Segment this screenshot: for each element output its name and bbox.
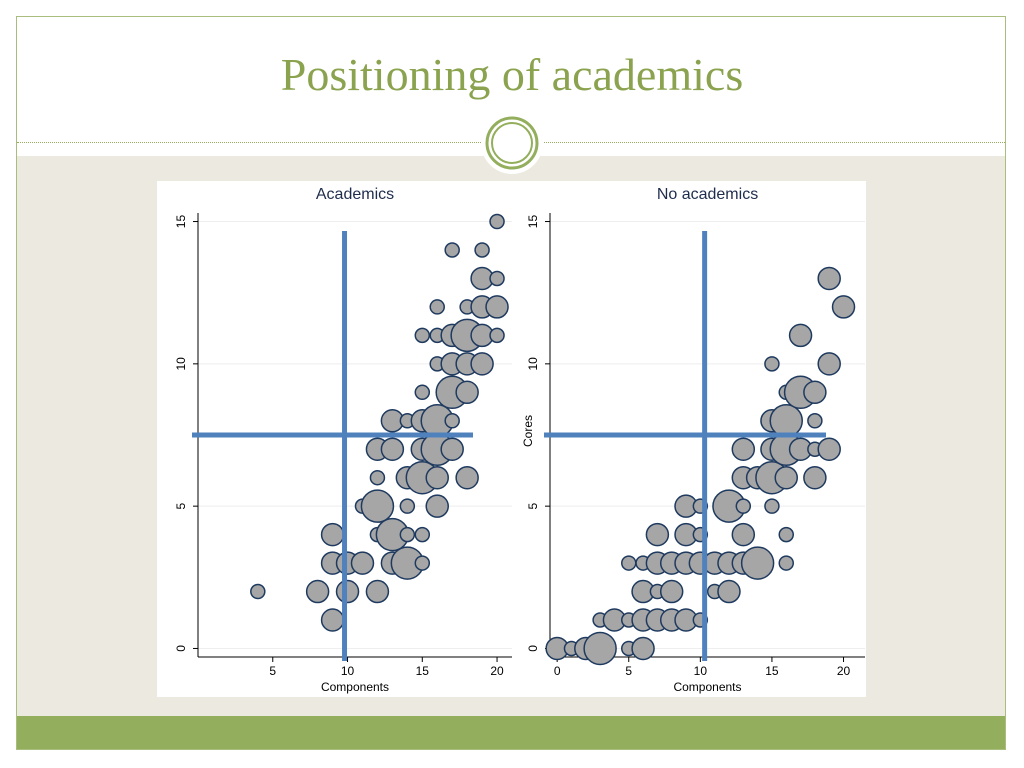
scatter-point — [731, 437, 756, 461]
scatter-point — [717, 579, 741, 604]
scatter-point — [764, 356, 780, 372]
y-tick-label: 10 — [526, 357, 540, 371]
scatter-point — [414, 526, 431, 543]
scatter-point — [335, 579, 360, 604]
scatter-charts: 0 5 10 15 5 10 15 20 Academics Components Cores 0 5 1… — [174, 186, 865, 694]
scatter-point — [807, 413, 823, 429]
scatter-point — [470, 352, 494, 376]
x-axis-label: Components — [321, 680, 389, 694]
scatter-point — [474, 242, 490, 258]
scatter-point — [769, 404, 803, 438]
scatter-point — [621, 555, 637, 571]
scatter-point — [425, 465, 449, 490]
scatter-point — [399, 526, 416, 543]
y-tick-label: 15 — [526, 215, 540, 229]
x-tick-label: 5 — [269, 664, 276, 678]
scatter-point — [631, 636, 655, 661]
scatter-point — [365, 579, 390, 604]
x-tick-label: 20 — [837, 664, 851, 678]
scatter-point — [764, 498, 780, 514]
y-tick-label: 0 — [174, 645, 188, 652]
scatter-point — [583, 631, 617, 666]
scatter-point — [803, 380, 827, 405]
x-tick-label: 5 — [625, 664, 632, 678]
chart-1: 0 5 10 15 0 5 10 15 20 No academics Components — [526, 186, 865, 694]
scatter-point — [485, 295, 509, 319]
scatter-point — [489, 327, 505, 344]
scatter-point — [455, 380, 479, 405]
y-tick-label: 5 — [174, 502, 188, 509]
scatter-point — [444, 242, 460, 258]
scatter-point — [444, 413, 460, 429]
chart-panel: 0 5 10 15 5 10 15 20 Academics Components Cores 0 5 1… — [157, 181, 866, 697]
scatter-point — [774, 465, 798, 490]
y-tick-label: 5 — [526, 502, 540, 509]
footer-bar — [17, 716, 1005, 749]
scatter-point — [489, 270, 505, 287]
x-tick-label: 15 — [765, 664, 779, 678]
scatter-point — [414, 555, 431, 571]
scatter-point — [425, 494, 449, 518]
scatter-point — [399, 498, 416, 514]
scatter-point — [817, 266, 841, 291]
x-tick-label: 15 — [416, 664, 430, 678]
scatter-point — [817, 352, 841, 376]
scatter-point — [414, 384, 431, 401]
y-tick-label: 0 — [526, 645, 540, 652]
scatter-point — [803, 465, 827, 490]
scatter-point — [731, 522, 756, 547]
chart-0: 0 5 10 15 5 10 15 20 Academics Components Cores — [174, 186, 535, 694]
x-tick-label: 10 — [341, 664, 355, 678]
scatter-point — [645, 522, 670, 547]
x-axis-label: Components — [673, 680, 741, 694]
scatter-point — [659, 579, 684, 604]
y-axis-label: Cores — [521, 415, 535, 447]
scatter-point — [735, 498, 752, 514]
y-tick-label: 10 — [174, 357, 188, 371]
scatter-point — [817, 437, 841, 461]
scatter-point — [778, 526, 794, 543]
scatter-point — [440, 437, 464, 461]
chart-title: No academics — [657, 186, 758, 203]
chart-title: Academics — [316, 186, 394, 203]
scatter-point — [778, 555, 794, 571]
x-tick-label: 20 — [490, 664, 504, 678]
y-tick-label: 15 — [174, 215, 188, 229]
scatter-point — [320, 522, 345, 547]
scatter-point — [429, 299, 445, 315]
scatter-point — [831, 295, 856, 319]
scatter-point — [740, 546, 775, 580]
scatter-point — [369, 469, 386, 486]
x-tick-label: 10 — [694, 664, 708, 678]
scatter-point — [350, 551, 375, 575]
x-tick-label: 0 — [554, 664, 561, 678]
scatter-point — [250, 583, 266, 600]
circle-ornament-icon — [481, 112, 543, 174]
scatter-point — [455, 465, 479, 490]
scatter-points — [545, 266, 856, 666]
slide-title: Positioning of academics — [280, 49, 744, 100]
scatter-point — [380, 437, 405, 461]
scatter-point — [305, 579, 330, 604]
scatter-point — [414, 327, 431, 344]
scatter-point — [320, 608, 345, 632]
scatter-point — [489, 213, 505, 230]
scatter-points — [250, 213, 509, 632]
scatter-point — [360, 489, 395, 523]
scatter-point — [788, 323, 813, 348]
